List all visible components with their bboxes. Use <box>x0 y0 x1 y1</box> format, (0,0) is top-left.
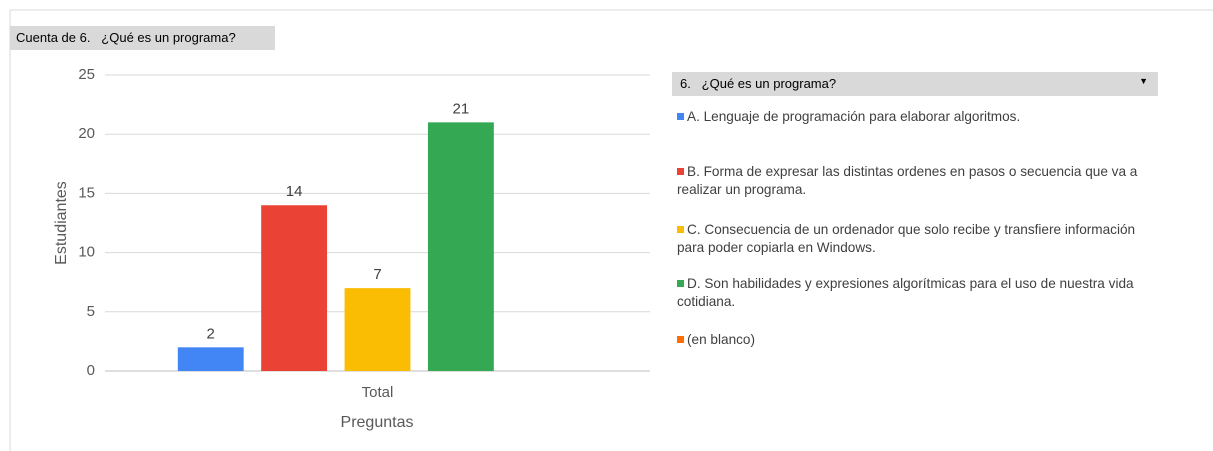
y-tick-label: 10 <box>78 244 95 261</box>
x-tick-label: Total <box>362 384 394 401</box>
y-tick-label: 15 <box>78 184 95 201</box>
legend-item: B. Forma de expresar las distintas orden… <box>677 163 1162 199</box>
legend-label: D. Son habilidades y expresiones algorít… <box>677 276 1134 309</box>
bar <box>177 347 244 371</box>
field-button[interactable]: Cuenta de 6. ¿Qué es un programa? <box>10 26 275 50</box>
x-axis-label: Preguntas <box>341 414 414 431</box>
legend-label: C. Consecuencia de un ordenador que solo… <box>677 222 1136 255</box>
y-tick-label: 5 <box>87 303 95 320</box>
legend-swatch <box>677 168 684 175</box>
data-label: 14 <box>286 183 303 200</box>
legend-title: 6. ¿Qué es un programa? <box>680 76 837 91</box>
legend-swatch <box>677 280 684 287</box>
legend-item: A. Lenguaje de programación para elabora… <box>677 108 1162 126</box>
legend-label: A. Lenguaje de programación para elabora… <box>687 109 1021 124</box>
bar <box>344 288 411 371</box>
legend-filter[interactable]: 6. ¿Qué es un programa? ▼ <box>672 72 1158 96</box>
data-label: 7 <box>373 266 381 283</box>
bar <box>261 205 328 371</box>
data-label: 2 <box>207 325 215 342</box>
y-tick-label: 20 <box>78 125 95 142</box>
legend-label: B. Forma de expresar las distintas orden… <box>677 164 1138 197</box>
dropdown-arrow[interactable]: ▼ <box>1139 76 1148 86</box>
legend-item: D. Son habilidades y expresiones algorít… <box>677 275 1162 311</box>
data-label: 21 <box>453 100 470 117</box>
legend-item: (en blanco) <box>677 331 1162 349</box>
y-axis-label: Estudiantes <box>53 181 70 265</box>
legend-item: C. Consecuencia de un ordenador que solo… <box>677 221 1162 257</box>
legend-swatch <box>677 113 684 120</box>
y-tick-label: 25 <box>78 66 95 83</box>
legend-label: (en blanco) <box>687 332 756 347</box>
legend-swatch <box>677 336 684 343</box>
bar <box>427 122 494 371</box>
y-tick-label: 0 <box>87 362 95 379</box>
legend-swatch <box>677 226 684 233</box>
